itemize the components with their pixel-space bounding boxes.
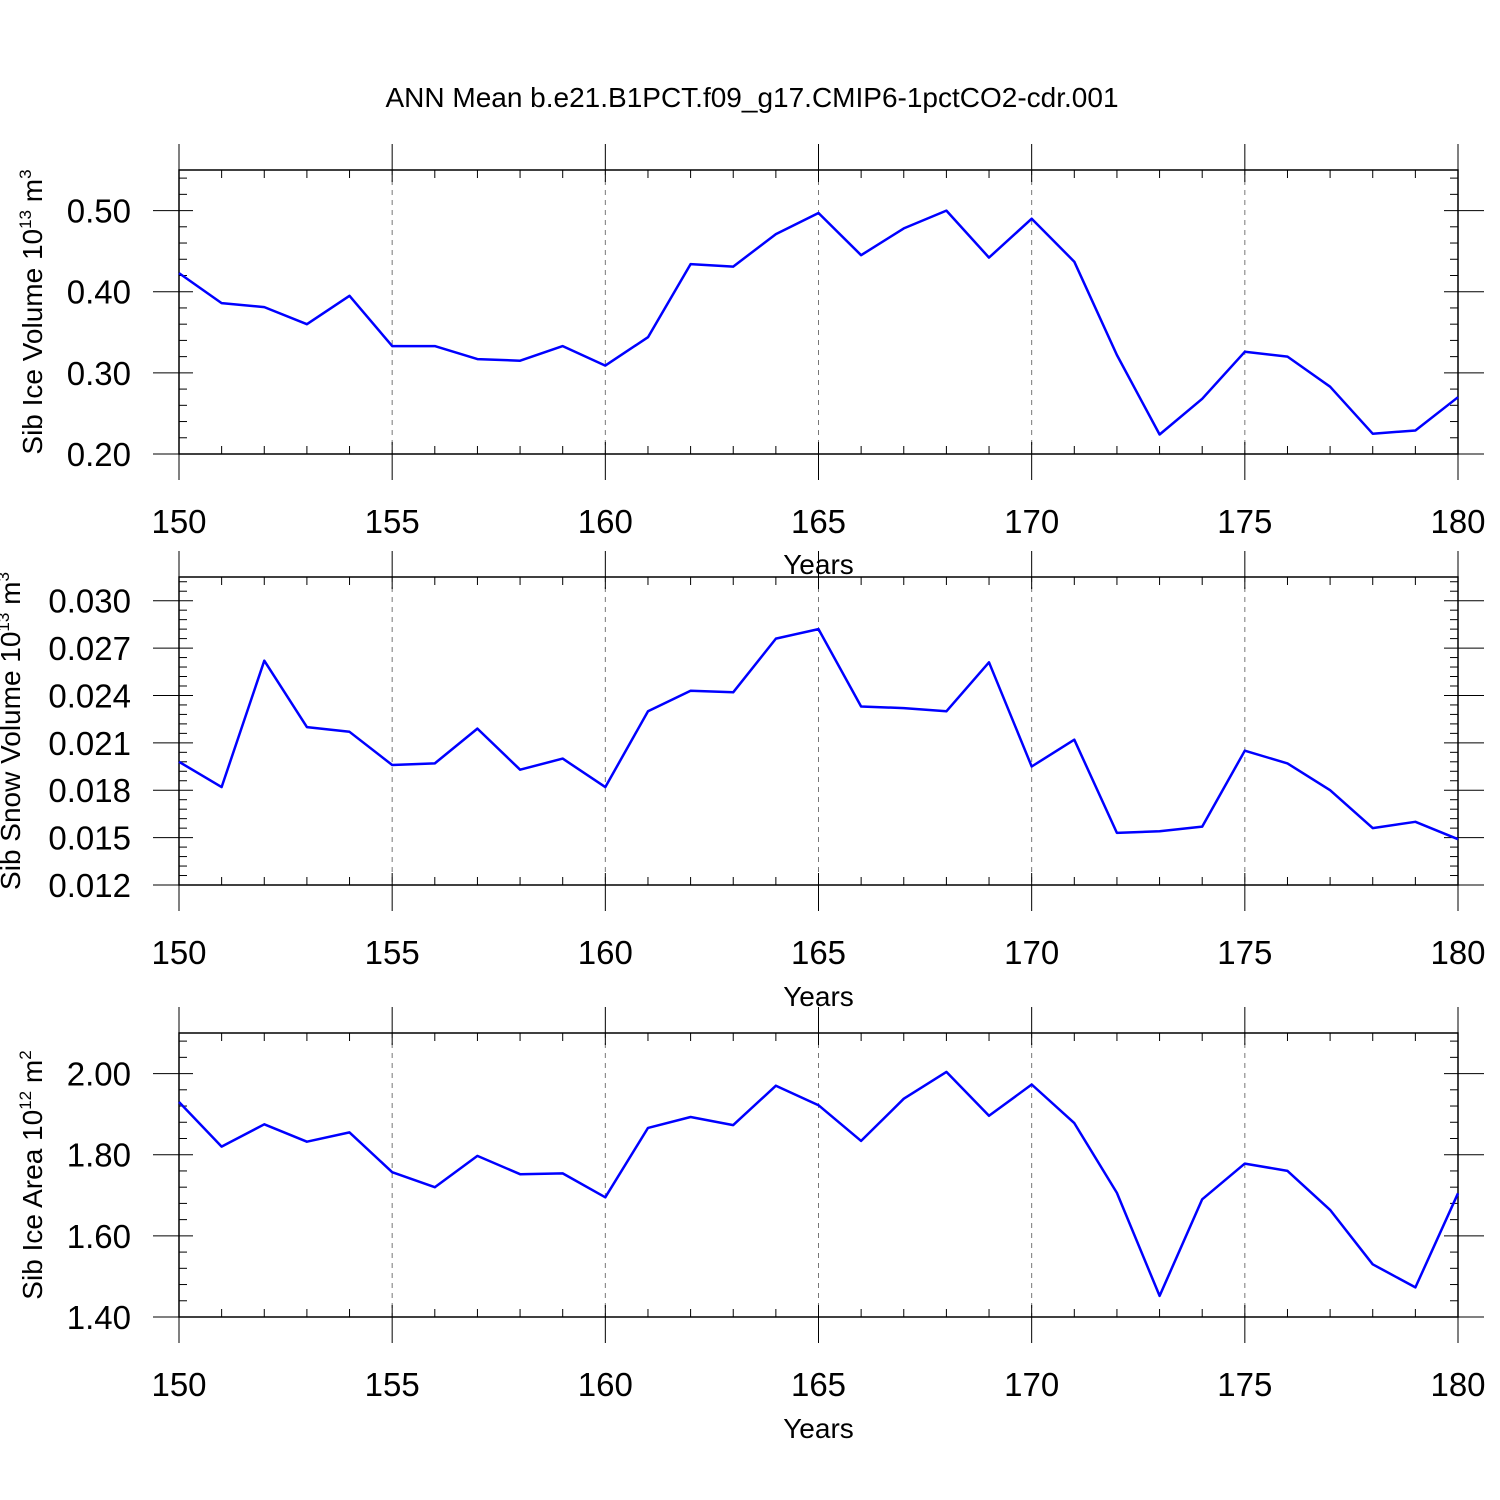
snow-volume-y-tick-label: 0.030 bbox=[48, 583, 131, 620]
ice-area-panel: 150 155 160 165 170 175 180 1.40 1.60 1.80 2.00 Yea… bbox=[16, 1007, 1486, 1444]
ice-area-y-axis-label: Sib Ice Area 1012 m2 bbox=[16, 1050, 48, 1299]
snow-volume-x-axis-label: Years bbox=[783, 981, 854, 1012]
ice-volume-y-tick-label: 0.50 bbox=[67, 193, 131, 230]
ice-volume-y-axis-label: Sib Ice Volume 1013 m3 bbox=[16, 169, 48, 454]
snow-volume-y-tick-label: 0.024 bbox=[48, 677, 131, 714]
snow-volume-y-tick-label: 0.021 bbox=[48, 725, 131, 762]
ice-volume-y-tick-label: 0.20 bbox=[67, 436, 131, 473]
snow-volume-series-line bbox=[178, 627, 1459, 841]
snow-volume-x-tick-label: 175 bbox=[1217, 934, 1272, 971]
ice-area-x-axis-label: Years bbox=[783, 1413, 854, 1444]
snow-volume-x-tick-label: 180 bbox=[1430, 934, 1485, 971]
ice-volume-x-tick-label: 165 bbox=[791, 503, 846, 540]
ice-volume-x-tick-label: 175 bbox=[1217, 503, 1272, 540]
ice-volume-x-tick-label: 170 bbox=[1004, 503, 1059, 540]
ice-volume-x-tick-label: 150 bbox=[151, 503, 206, 540]
ice-volume-panel: 150 155 160 165 170 175 1800.200.300.400.50Yea… bbox=[16, 144, 1486, 580]
ice-volume-x-tick-label: 155 bbox=[365, 503, 420, 540]
snow-volume-y-axis-label: Sib Snow Volume 1013 m3 bbox=[0, 572, 26, 890]
snow-volume-x-tick-label: 170 bbox=[1004, 934, 1059, 971]
snow-volume-x-tick-label: 160 bbox=[578, 934, 633, 971]
snow-volume-x-tick-label: 165 bbox=[791, 934, 846, 971]
ice-volume-series-line bbox=[178, 209, 1459, 436]
ice-area-x-tick-label: 165 bbox=[791, 1366, 846, 1403]
ice-volume-y-tick-label: 0.40 bbox=[67, 274, 131, 311]
ice-area-x-tick-label: 155 bbox=[365, 1366, 420, 1403]
ice-area-y-tick-label: 2.00 bbox=[67, 1056, 131, 1093]
ice-volume-y-tick-label: 0.30 bbox=[67, 355, 131, 392]
ice-area-y-tick-label: 1.80 bbox=[67, 1137, 131, 1174]
ice-area-y-tick-label: 1.40 bbox=[67, 1299, 131, 1336]
ice-area-x-tick-label: 175 bbox=[1217, 1366, 1272, 1403]
ice-volume-x-tick-label: 160 bbox=[578, 503, 633, 540]
snow-volume-y-tick-label: 0.027 bbox=[48, 630, 131, 667]
ice-area-y-tick-label: 1.60 bbox=[67, 1218, 131, 1255]
snow-volume-panel: 150 155 160 165 170 175 180 0.012 0.015 0.018 0.02… bbox=[0, 551, 1486, 1012]
snow-volume-x-tick-label: 155 bbox=[365, 934, 420, 971]
ice-volume-x-tick-label: 180 bbox=[1430, 503, 1485, 540]
ice-area-x-tick-label: 160 bbox=[578, 1366, 633, 1403]
figure-title: ANN Mean b.e21.B1PCT.f09_g17.CMIP6-1pctC… bbox=[385, 82, 1118, 113]
snow-volume-x-tick-label: 150 bbox=[151, 934, 206, 971]
ice-area-x-tick-label: 150 bbox=[151, 1366, 206, 1403]
ice-area-x-tick-label: 180 bbox=[1430, 1366, 1485, 1403]
snow-volume-y-tick-label: 0.012 bbox=[48, 867, 131, 904]
snow-volume-y-tick-label: 0.015 bbox=[48, 820, 131, 857]
ice-area-series-line bbox=[178, 1070, 1460, 1298]
ice-area-x-tick-label: 170 bbox=[1004, 1366, 1059, 1403]
snow-volume-y-tick-label: 0.018 bbox=[48, 772, 131, 809]
